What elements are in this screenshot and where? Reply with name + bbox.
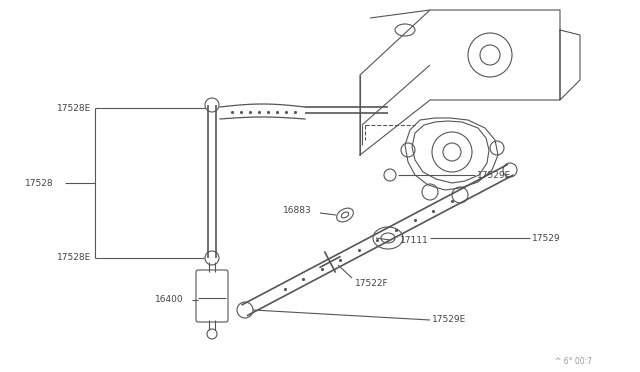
Text: ^ 6° 00:7: ^ 6° 00:7	[555, 357, 592, 366]
Text: 17528E: 17528E	[57, 103, 92, 112]
Text: 16400: 16400	[155, 295, 184, 305]
Text: 17529E: 17529E	[477, 170, 511, 180]
Text: 17529E: 17529E	[432, 315, 467, 324]
Text: 17528E: 17528E	[57, 253, 92, 263]
Text: 17111: 17111	[400, 235, 429, 244]
Text: 17529: 17529	[532, 234, 561, 243]
Text: 17522F: 17522F	[355, 279, 388, 288]
Text: 17528: 17528	[25, 179, 54, 187]
Text: 16883: 16883	[283, 205, 312, 215]
FancyBboxPatch shape	[196, 270, 228, 322]
